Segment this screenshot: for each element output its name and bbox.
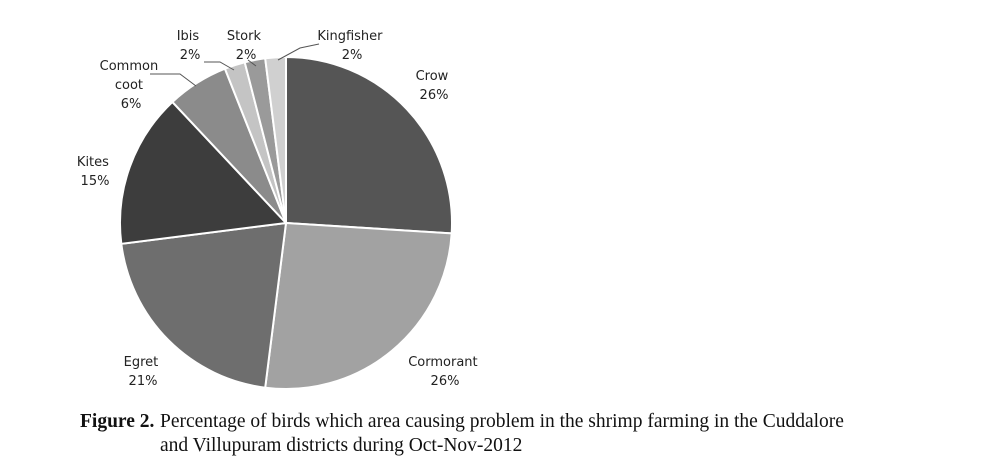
- leader-line-ibis: [204, 61, 235, 71]
- slice-label-ibis: Ibis 2%: [177, 29, 204, 63]
- pie-slices: [119, 55, 453, 390]
- pie-slice-cormorant: [264, 221, 453, 390]
- slice-label-cormorant: Cormorant 26%: [408, 355, 482, 389]
- pie-chart: Crow 26% Cormorant 26% Egret 21% Kites 1…: [77, 29, 482, 390]
- pie-slice-kites: [119, 100, 289, 245]
- caption-line-1: Figure 2. Percentage of birds which area …: [80, 410, 1000, 434]
- pie-slice-crow: [285, 55, 453, 235]
- slice-label-kites: Kites 15%: [77, 155, 113, 189]
- caption-text-line-2: and Villupuram districts during Oct-Nov-…: [160, 435, 523, 456]
- slice-label-stork: Stork 2%: [227, 29, 265, 63]
- leader-line-kingfisher: [277, 43, 320, 61]
- slice-label-common-coot: Common coot 6%: [100, 59, 163, 112]
- leader-line-stork: [247, 59, 257, 67]
- figure-caption: Figure 2. Percentage of birds which area …: [80, 410, 1000, 458]
- slice-label-crow: Crow 26%: [416, 69, 453, 103]
- pie-slice-kingfisher: [264, 55, 287, 224]
- leader-lines: [150, 43, 320, 87]
- caption-text-line-1: Percentage of birds which area causing p…: [160, 411, 844, 432]
- slice-labels: Crow 26% Cormorant 26% Egret 21% Kites 1…: [77, 29, 482, 389]
- slice-label-kingfisher: Kingfisher 2%: [317, 29, 386, 63]
- leader-line-common-coot: [150, 73, 197, 87]
- slice-label-egret: Egret 21%: [124, 355, 163, 389]
- figure-number: Figure 2.: [80, 411, 155, 432]
- pie-slice-egret: [120, 221, 288, 389]
